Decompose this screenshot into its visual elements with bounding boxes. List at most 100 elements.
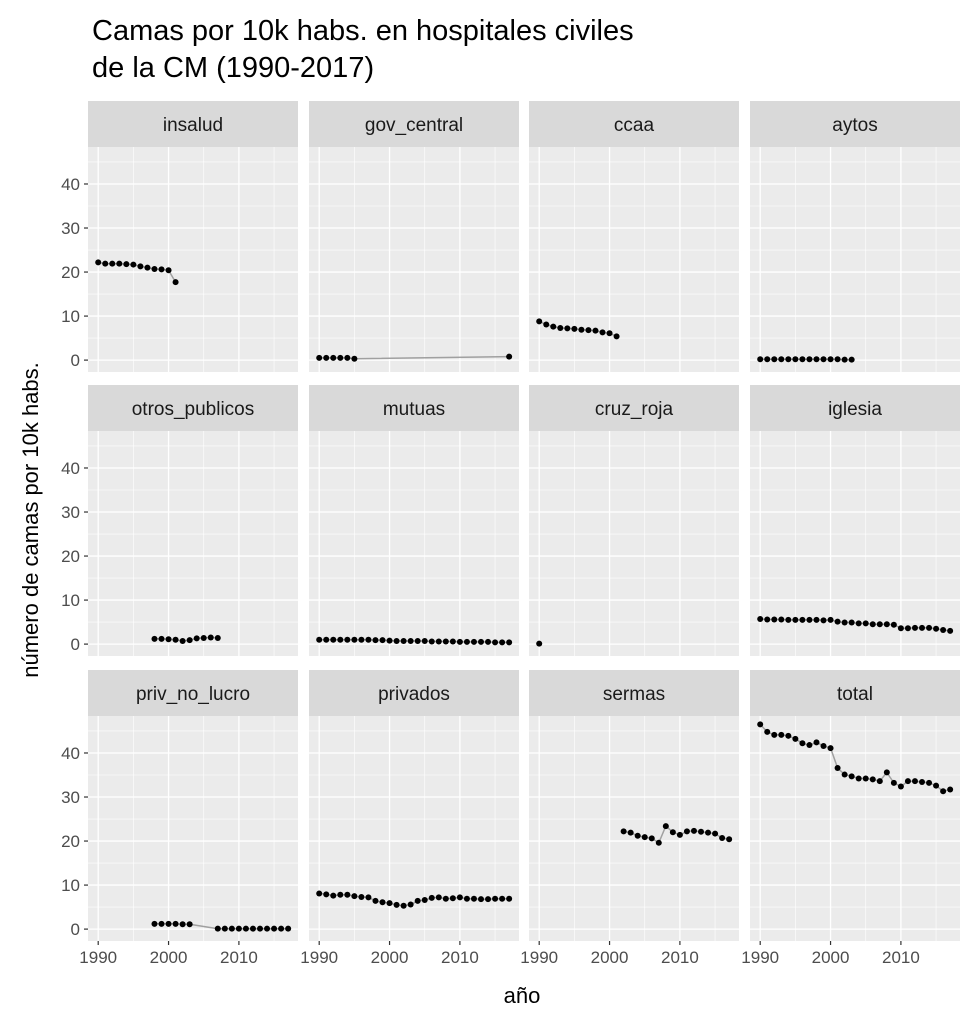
facet-strip: [750, 385, 960, 431]
data-point: [414, 638, 421, 645]
data-point: [186, 637, 193, 644]
facet-strip: [529, 385, 739, 431]
series-line-sermas: [623, 824, 730, 844]
data-point: [785, 616, 792, 623]
data-point: [940, 627, 947, 634]
data-point: [344, 891, 351, 898]
x-tick-label: 2000: [150, 948, 188, 967]
x-tick-label: 1990: [741, 948, 779, 967]
x-tick-label: 2000: [371, 948, 409, 967]
data-point: [264, 925, 271, 932]
data-point: [207, 634, 214, 641]
data-point: [834, 356, 841, 363]
data-point: [834, 618, 841, 625]
facet-panel-mutuas: mutuas: [309, 385, 519, 656]
data-point: [764, 356, 771, 363]
data-point: [337, 891, 344, 898]
data-point: [606, 330, 613, 337]
data-point: [214, 925, 221, 932]
data-point: [393, 901, 400, 908]
y-tick-label: 0: [71, 635, 80, 654]
data-point: [578, 326, 585, 333]
data-point: [442, 638, 449, 645]
y-tick-label: 20: [61, 263, 80, 282]
data-point: [883, 621, 890, 628]
data-point: [757, 356, 764, 363]
data-point: [698, 828, 705, 835]
facet-strip-label: total: [837, 684, 873, 705]
chart-title-line-1: Camas por 10k habs. en hospitales civile…: [92, 15, 634, 47]
facet-panel-priv_no_lucro: priv_no_lucro 0 10 20 30 40 1990 2000 2010: [61, 670, 298, 967]
data-point: [785, 732, 792, 739]
data-point: [221, 925, 228, 932]
data-point: [841, 356, 848, 363]
data-point: [778, 616, 785, 623]
data-point: [890, 621, 897, 628]
data-point: [947, 627, 954, 634]
data-point: [323, 891, 330, 898]
data-point: [351, 636, 358, 643]
data-point: [456, 638, 463, 645]
facet-strip-label: mutuas: [383, 399, 445, 420]
x-tick-label: 2000: [591, 948, 629, 967]
data-point: [449, 638, 456, 645]
data-point: [386, 637, 393, 644]
data-point: [712, 830, 719, 837]
data-point: [330, 892, 337, 899]
data-point: [771, 731, 778, 738]
data-point: [869, 621, 876, 628]
x-axis-label: año: [504, 983, 541, 1008]
data-point: [492, 895, 499, 902]
data-point: [470, 638, 477, 645]
data-point: [862, 775, 869, 782]
data-point: [485, 896, 492, 903]
facet-strip-label: privados: [378, 684, 450, 705]
data-point: [834, 764, 841, 771]
data-point: [109, 260, 116, 267]
data-point: [820, 742, 827, 749]
data-point: [897, 625, 904, 632]
facet-strip-label: insalud: [163, 115, 223, 136]
data-point: [926, 624, 933, 631]
data-point: [330, 636, 337, 643]
facet-strip: [88, 385, 298, 431]
facet-strip: [88, 101, 298, 147]
y-tick-label: 30: [61, 219, 80, 238]
data-point: [634, 832, 641, 839]
data-point: [449, 895, 456, 902]
data-point: [855, 620, 862, 627]
data-point: [820, 617, 827, 624]
data-point: [806, 616, 813, 623]
data-point: [550, 323, 557, 330]
facet-strip-label: priv_no_lucro: [136, 684, 250, 705]
data-point: [592, 327, 599, 334]
data-point: [690, 827, 697, 834]
data-point: [599, 329, 606, 336]
data-point: [485, 638, 492, 645]
facet-strip: [309, 670, 519, 716]
data-point: [926, 779, 933, 786]
data-point: [351, 893, 358, 900]
x-tick-label: 1990: [79, 948, 117, 967]
data-point: [151, 265, 158, 272]
y-tick-label: 10: [61, 591, 80, 610]
data-point: [764, 616, 771, 623]
data-point: [435, 638, 442, 645]
data-point: [102, 260, 109, 267]
series-line-total: [759, 723, 951, 793]
data-point: [179, 921, 186, 928]
data-point: [813, 739, 820, 746]
data-point: [506, 895, 513, 902]
data-point: [165, 267, 172, 274]
y-tick-label: 10: [61, 876, 80, 895]
facet-strip: [88, 670, 298, 716]
data-point: [193, 635, 200, 642]
data-point: [641, 834, 648, 841]
facet-strip: [750, 101, 960, 147]
data-point: [158, 266, 165, 273]
data-point: [407, 638, 414, 645]
x-tick-label: 2010: [661, 948, 699, 967]
facet-strip: [309, 101, 519, 147]
data-point: [214, 634, 221, 641]
data-point: [358, 893, 365, 900]
